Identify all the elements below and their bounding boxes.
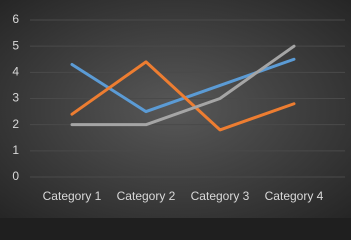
y-tick-label: 0 <box>12 169 19 183</box>
chart-background <box>0 0 351 218</box>
x-tick-label: Category 1 <box>43 189 102 203</box>
y-tick-label: 5 <box>12 38 19 52</box>
y-tick-label: 1 <box>12 143 19 157</box>
chart: 0 1 2 3 4 5 6 Category 1 Category 2 Category 3 Cat… <box>0 0 351 218</box>
y-tick-label: 6 <box>12 12 19 26</box>
x-tick-label: Category 2 <box>117 189 176 203</box>
y-tick-label: 4 <box>12 65 19 79</box>
y-tick-label: 3 <box>12 91 19 105</box>
x-tick-label: Category 3 <box>191 189 250 203</box>
series-line <box>70 60 296 132</box>
plot-area: 0 1 2 3 4 5 6 Category 1 Category 2 Category 3 Cat… <box>12 12 345 203</box>
y-tick-label: 2 <box>12 117 19 131</box>
x-tick-label: Category 4 <box>265 189 324 203</box>
series-line <box>70 44 296 127</box>
